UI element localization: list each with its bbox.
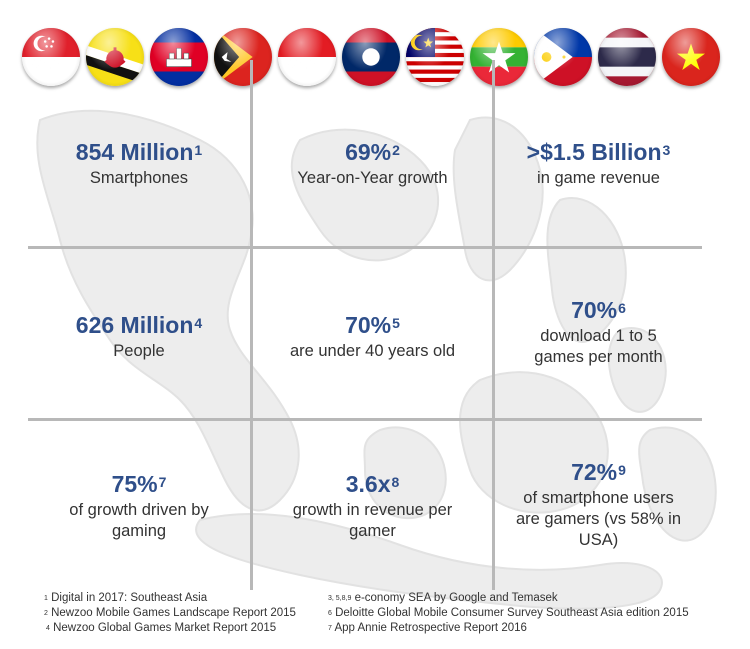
stat-cell-smartphones: 854 Million1 Smartphones bbox=[28, 138, 250, 189]
footnotes-right: 3, 5,8,9 e-conomy SEA by Google and Tema… bbox=[328, 591, 689, 636]
myanmar-flag-icon bbox=[470, 28, 528, 86]
stat-cell-people: 626 Million4 People bbox=[28, 311, 250, 362]
stat-cell-smartphone-gamers: 72%9 of smartphone users are gamers (vs 5… bbox=[495, 458, 702, 551]
stat-cell-game-revenue: >$1.5 Billion3 in game revenue bbox=[495, 138, 702, 189]
cambodia-flag-icon bbox=[150, 28, 208, 86]
grid-horizontal-line-top bbox=[28, 246, 702, 249]
stat-description: in game revenue bbox=[537, 169, 660, 187]
thailand-flag-icon bbox=[598, 28, 656, 86]
philippines-flag-icon bbox=[534, 28, 592, 86]
footnote: 2 Newzoo Mobile Games Landscape Report 2… bbox=[44, 607, 296, 619]
footnote: 6 Deloitte Global Mobile Consumer Survey… bbox=[328, 607, 689, 619]
stat-cell-downloads: 70%6 download 1 to 5 games per month bbox=[495, 296, 702, 368]
footnote: 7 App Annie Retrospective Report 2016 bbox=[328, 622, 527, 634]
stat-cell-gaming-growth: 75%7 of growth driven by gaming bbox=[28, 470, 250, 542]
footnote: 3, 5,8,9 e-conomy SEA by Google and Tema… bbox=[328, 592, 558, 604]
stat-description: Smartphones bbox=[89, 169, 189, 187]
grid-vertical-line-left bbox=[250, 60, 253, 590]
stat-value: 69%2 bbox=[345, 139, 400, 165]
stat-cell-yoy-growth: 69%2 Year-on-Year growth bbox=[253, 138, 492, 189]
grid-horizontal-line-bottom bbox=[28, 418, 702, 421]
grid-vertical-line-right bbox=[492, 60, 495, 590]
stat-description: of growth driven by gaming bbox=[69, 501, 209, 540]
vietnam-flag-icon bbox=[662, 28, 720, 86]
stat-cell-revenue-per-gamer: 3.6x8 growth in revenue per gamer bbox=[253, 470, 492, 542]
stat-value: >$1.5 Billion3 bbox=[526, 139, 671, 165]
malaysia-flag-icon bbox=[406, 28, 464, 86]
footnotes-left: 1 Digital in 2017: Southeast Asia 2 Newz… bbox=[44, 591, 296, 636]
stat-description: of smartphone users are gamers (vs 58% in… bbox=[515, 489, 682, 549]
stat-cell-under-40: 70%5 are under 40 years old bbox=[253, 311, 492, 362]
footnote: 1 Digital in 2017: Southeast Asia bbox=[44, 592, 208, 604]
stat-description: are under 40 years old bbox=[289, 342, 456, 360]
country-flags-row bbox=[22, 28, 724, 92]
timor-leste-flag-icon bbox=[214, 28, 272, 86]
stat-value: 854 Million1 bbox=[75, 139, 203, 165]
stat-description: download 1 to 5 games per month bbox=[534, 327, 663, 366]
footnote: 4 Newzoo Global Games Market Report 2015 bbox=[46, 622, 277, 634]
stat-value: 626 Million4 bbox=[75, 312, 203, 338]
stat-value: 3.6x8 bbox=[345, 471, 400, 497]
stat-value: 75%7 bbox=[111, 471, 167, 497]
stat-value: 70%6 bbox=[571, 297, 626, 323]
stat-description: Year-on-Year growth bbox=[297, 169, 448, 187]
brunei-flag-icon bbox=[86, 28, 144, 86]
laos-flag-icon bbox=[342, 28, 400, 86]
stat-description: People bbox=[113, 342, 165, 360]
stat-value: 70%5 bbox=[345, 312, 400, 338]
stat-value: 72%9 bbox=[571, 459, 626, 485]
singapore-flag-icon bbox=[22, 28, 80, 86]
indonesia-flag-icon bbox=[278, 28, 336, 86]
stat-description: growth in revenue per gamer bbox=[292, 501, 453, 540]
